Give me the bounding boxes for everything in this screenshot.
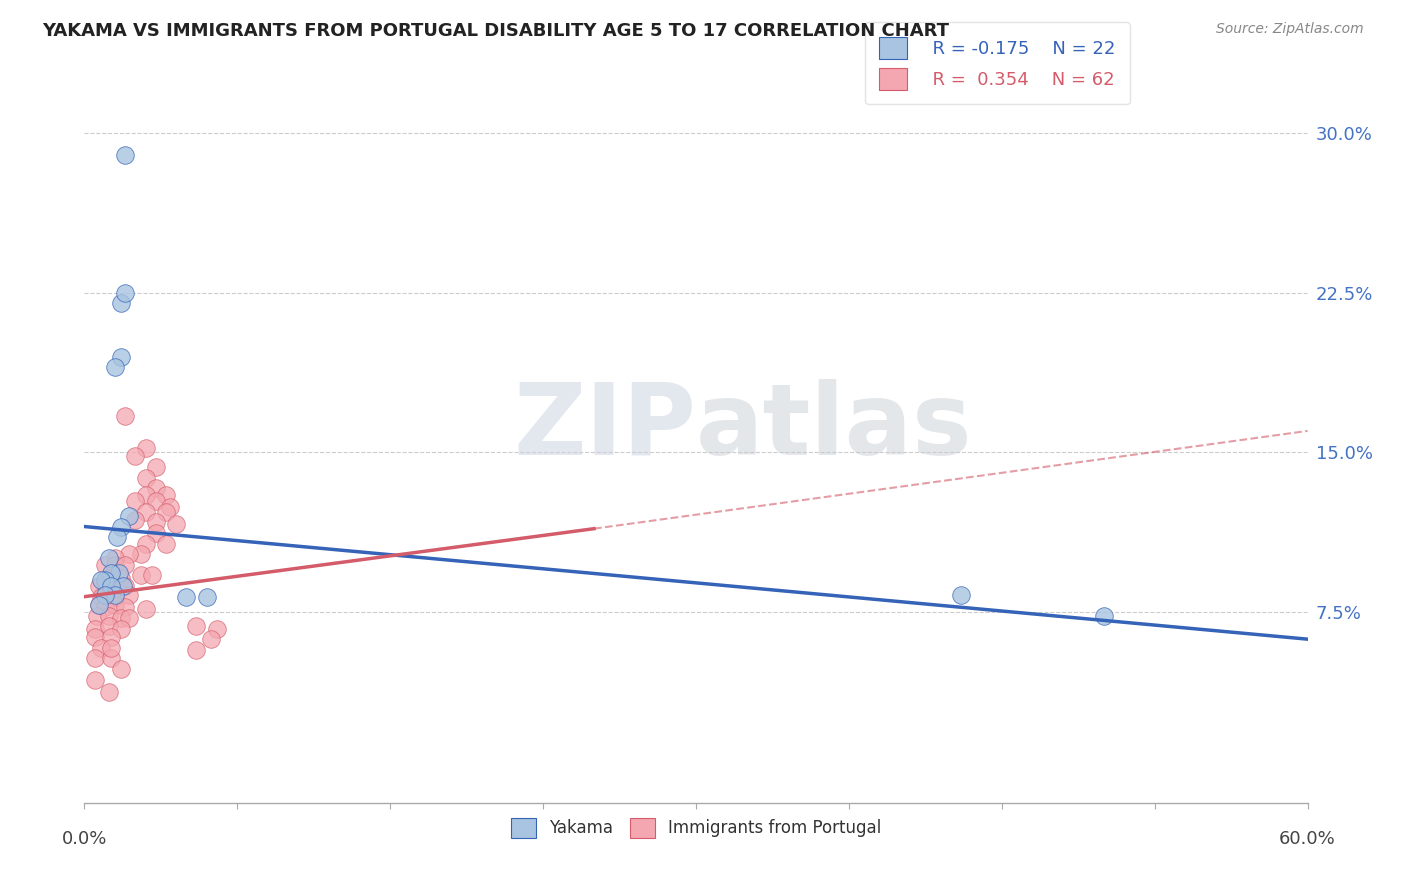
Legend: Yakama, Immigrants from Portugal: Yakama, Immigrants from Portugal bbox=[502, 809, 890, 847]
Point bbox=[104, 590, 127, 604]
Point bbox=[97, 570, 120, 584]
Point bbox=[97, 619, 120, 633]
Point bbox=[110, 570, 132, 584]
Point bbox=[90, 573, 112, 587]
Point bbox=[97, 551, 120, 566]
Point bbox=[93, 600, 115, 615]
Point bbox=[165, 517, 187, 532]
Point bbox=[110, 350, 132, 364]
Point bbox=[124, 494, 146, 508]
Point bbox=[135, 505, 157, 519]
Point bbox=[145, 481, 167, 495]
Point bbox=[114, 409, 136, 423]
Point bbox=[110, 622, 132, 636]
Point bbox=[104, 360, 127, 375]
Point bbox=[90, 640, 112, 655]
Point bbox=[145, 516, 167, 530]
Point bbox=[83, 630, 105, 644]
Point bbox=[135, 441, 157, 455]
Text: ZIP: ZIP bbox=[513, 378, 696, 475]
Point bbox=[145, 525, 167, 540]
Point bbox=[97, 685, 120, 699]
Point bbox=[105, 530, 128, 544]
Point bbox=[104, 598, 127, 612]
Point bbox=[93, 588, 115, 602]
Point bbox=[200, 632, 222, 647]
Point bbox=[195, 590, 218, 604]
Point bbox=[87, 579, 110, 593]
Point bbox=[155, 488, 177, 502]
Point bbox=[104, 558, 127, 572]
Point bbox=[950, 588, 973, 602]
Point bbox=[114, 285, 136, 300]
Point bbox=[131, 568, 153, 582]
Point bbox=[87, 598, 110, 612]
Point bbox=[97, 608, 120, 623]
Point bbox=[135, 471, 157, 485]
Point bbox=[110, 296, 132, 310]
Point bbox=[104, 551, 127, 566]
Point bbox=[155, 505, 177, 519]
Point bbox=[100, 566, 122, 581]
Point bbox=[83, 651, 105, 665]
Point bbox=[93, 573, 115, 587]
Point bbox=[174, 590, 197, 604]
Point bbox=[93, 558, 115, 572]
Text: 60.0%: 60.0% bbox=[1279, 830, 1336, 848]
Point bbox=[83, 622, 105, 636]
Point bbox=[155, 536, 177, 550]
Point bbox=[159, 500, 181, 515]
Point bbox=[145, 494, 167, 508]
Point bbox=[114, 600, 136, 615]
Point bbox=[118, 547, 141, 561]
Point bbox=[135, 536, 157, 550]
Point bbox=[124, 450, 146, 464]
Point bbox=[110, 662, 132, 676]
Point bbox=[100, 579, 122, 593]
Point bbox=[124, 513, 146, 527]
Point bbox=[100, 630, 122, 644]
Point bbox=[114, 147, 136, 161]
Point bbox=[112, 579, 135, 593]
Text: YAKAMA VS IMMIGRANTS FROM PORTUGAL DISABILITY AGE 5 TO 17 CORRELATION CHART: YAKAMA VS IMMIGRANTS FROM PORTUGAL DISAB… bbox=[42, 22, 949, 40]
Point bbox=[145, 460, 167, 475]
Point bbox=[108, 566, 131, 581]
Point bbox=[100, 651, 122, 665]
Point bbox=[97, 588, 120, 602]
Text: 0.0%: 0.0% bbox=[62, 830, 107, 848]
Point bbox=[135, 602, 157, 616]
Point bbox=[110, 611, 132, 625]
Point bbox=[90, 590, 112, 604]
Point bbox=[118, 508, 141, 523]
Point bbox=[114, 579, 136, 593]
Point bbox=[93, 577, 115, 591]
Point bbox=[104, 588, 127, 602]
Point bbox=[118, 611, 141, 625]
Point bbox=[118, 588, 141, 602]
Point bbox=[186, 619, 208, 633]
Point bbox=[110, 519, 132, 533]
Point bbox=[114, 558, 136, 572]
Point bbox=[86, 608, 108, 623]
Point bbox=[135, 488, 157, 502]
Point bbox=[1092, 608, 1115, 623]
Text: Source: ZipAtlas.com: Source: ZipAtlas.com bbox=[1216, 22, 1364, 37]
Point bbox=[100, 640, 122, 655]
Point bbox=[104, 577, 127, 591]
Text: atlas: atlas bbox=[696, 378, 973, 475]
Point bbox=[131, 547, 153, 561]
Point bbox=[141, 568, 163, 582]
Point bbox=[205, 622, 228, 636]
Point bbox=[186, 642, 208, 657]
Point bbox=[83, 673, 105, 687]
Point bbox=[87, 598, 110, 612]
